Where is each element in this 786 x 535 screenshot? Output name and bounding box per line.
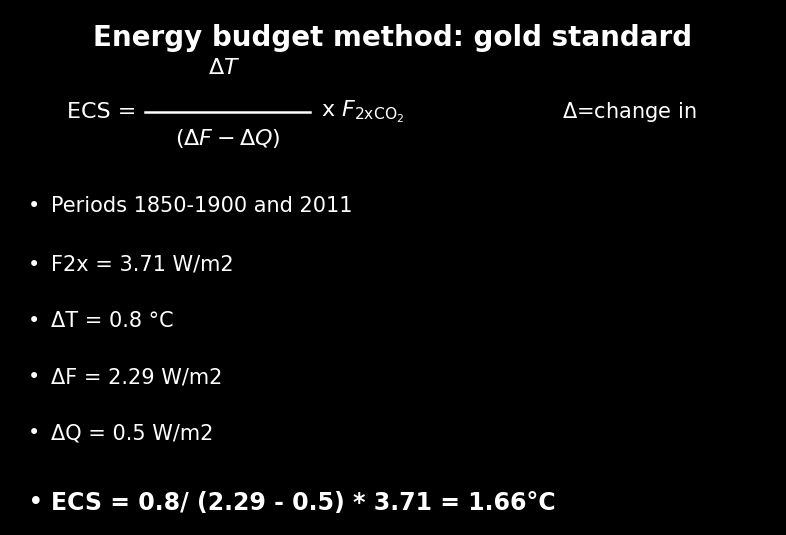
Text: Periods 1850-1900 and 2011: Periods 1850-1900 and 2011	[51, 196, 353, 216]
Text: •: •	[28, 311, 40, 331]
Text: •: •	[28, 196, 40, 216]
Text: ΔT = 0.8 °C: ΔT = 0.8 °C	[51, 311, 174, 331]
Text: ΔQ = 0.5 W/m2: ΔQ = 0.5 W/m2	[51, 423, 214, 444]
Text: Energy budget method: gold standard: Energy budget method: gold standard	[94, 24, 692, 52]
Text: ECS = 0.8/ (2.29 - 0.5) * 3.71 = 1.66°C: ECS = 0.8/ (2.29 - 0.5) * 3.71 = 1.66°C	[51, 491, 556, 515]
Text: ECS =: ECS =	[67, 102, 136, 123]
Text: •: •	[28, 423, 40, 444]
Text: •: •	[28, 367, 40, 387]
Text: $\Delta$=change in: $\Delta$=change in	[562, 101, 696, 124]
Text: x $F_{\mathregular{2xCO_2}}$: x $F_{\mathregular{2xCO_2}}$	[321, 100, 404, 125]
Text: $\Delta T$: $\Delta T$	[208, 58, 241, 78]
Text: $(\Delta F - \Delta Q)$: $(\Delta F - \Delta Q)$	[175, 127, 281, 150]
Text: F2x = 3.71 W/m2: F2x = 3.71 W/m2	[51, 255, 233, 275]
Text: •: •	[28, 255, 40, 275]
Text: ΔF = 2.29 W/m2: ΔF = 2.29 W/m2	[51, 367, 222, 387]
Text: •: •	[28, 490, 43, 516]
